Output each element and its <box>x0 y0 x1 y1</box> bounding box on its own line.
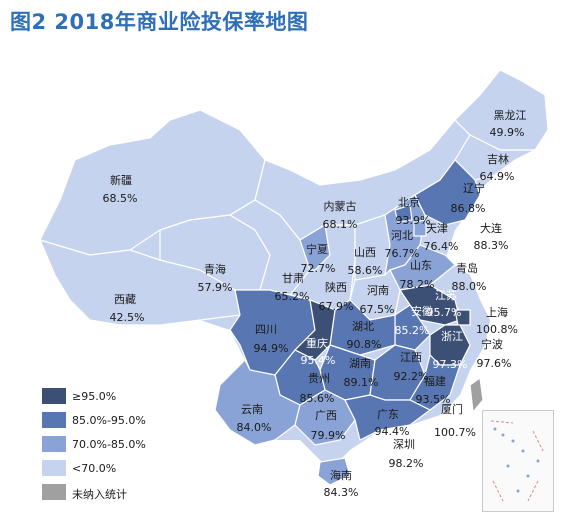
label-hainan-value: 84.3% <box>324 486 359 499</box>
label-sichuan-name: 四川 <box>255 323 277 336</box>
region-yunnan <box>214 358 301 446</box>
label-qinghai-value: 57.9% <box>198 281 233 294</box>
legend-label-3: <70.0% <box>72 462 117 475</box>
legend-swatch-2 <box>42 436 66 452</box>
label-chongqing-value: 95.4% <box>301 354 336 367</box>
label-anhui-value: 85.2% <box>395 324 430 337</box>
label-fujian-value: 93.5% <box>416 393 451 406</box>
label-hebei-name: 河北 <box>391 229 413 242</box>
label-guangxi-value: 79.9% <box>311 429 346 442</box>
label-guizhou-value: 85.6% <box>300 392 335 405</box>
label-jiangsu-value: 95.7% <box>427 306 462 319</box>
legend-swatch-3 <box>42 460 66 476</box>
label-hebei-value: 76.7% <box>385 247 420 260</box>
label-chongqing-name: 重庆 <box>306 336 328 350</box>
label-qingdao-name: 青岛 <box>456 261 478 275</box>
label-henan-value: 67.5% <box>360 303 395 316</box>
label-heilongjiang-value: 49.9% <box>490 126 525 139</box>
label-xizang-value: 42.5% <box>110 311 145 324</box>
region-xizang <box>38 239 241 326</box>
label-hunan-name: 湖南 <box>349 357 371 370</box>
label-zhejiang-value: 97.3% <box>433 358 468 371</box>
legend-swatch-4 <box>42 484 66 500</box>
label-liaoning-value: 86.8% <box>451 202 486 215</box>
region-liaoning <box>414 159 481 226</box>
label-shanxi-value: 58.6% <box>348 264 383 277</box>
label-liaoning-name: 辽宁 <box>463 181 485 195</box>
label-tianjin-name: 天津 <box>426 222 448 235</box>
label-hubei-value: 90.8% <box>347 338 382 351</box>
region-hainan <box>317 457 351 486</box>
label-xiamen-name: 厦门 <box>441 402 463 416</box>
label-guangdong-name: 广东 <box>377 408 399 421</box>
label-tianjin-value: 76.4% <box>424 240 459 253</box>
label-shenzhen-value: 98.2% <box>389 457 424 470</box>
label-shaanxi-name: 陕西 <box>325 280 347 294</box>
label-fujian-name: 福建 <box>424 374 446 388</box>
label-henan-name: 河南 <box>367 284 389 297</box>
label-jilin-value: 64.9% <box>480 170 515 183</box>
label-shandong-value: 78.2% <box>400 278 435 291</box>
label-guangdong-value: 94.4% <box>375 425 410 438</box>
region-labels: 黑龙江 49.9% 吉林 64.9% 辽宁 86.8% 大连 88.3% 新疆 … <box>103 109 527 499</box>
label-ningxia-name: 宁夏 <box>306 242 328 256</box>
region-shanghai <box>454 309 471 326</box>
inset-islands <box>490 420 544 502</box>
label-jiangsu-name: 江苏 <box>435 289 457 302</box>
label-shanghai-name: 上海 <box>486 305 508 319</box>
label-hunan-value: 89.1% <box>344 376 379 389</box>
label-dalian-value: 88.3% <box>474 239 509 252</box>
label-qingdao-value: 88.0% <box>452 280 487 293</box>
label-yunnan-value: 84.0% <box>237 421 272 434</box>
label-shaanxi-value: 67.9% <box>319 300 354 313</box>
label-beijing-name: 北京 <box>398 195 420 209</box>
label-shenzhen-name: 深圳 <box>393 438 415 451</box>
label-shandong-name: 山东 <box>410 259 432 272</box>
label-anhui-name: 安徽 <box>411 304 433 318</box>
label-zhejiang-name: 浙江 <box>441 330 463 343</box>
legend-swatch-1 <box>42 412 66 428</box>
label-gansu-value: 65.2% <box>275 290 310 303</box>
label-jiangxi-value: 92.2% <box>394 370 429 383</box>
label-shanghai-value: 100.8% <box>476 323 518 336</box>
label-xizang-name: 西藏 <box>114 293 136 306</box>
label-ningxia-value: 72.7% <box>301 262 336 275</box>
legend-label-4: 未纳入统计 <box>72 488 127 501</box>
label-jiangxi-name: 江西 <box>400 351 422 364</box>
legend-label-1: 85.0%-95.0% <box>72 414 146 427</box>
label-guangxi-name: 广西 <box>315 409 337 422</box>
label-xiamen-value: 100.7% <box>434 426 476 439</box>
region-guangdong <box>344 394 432 441</box>
region-tianjin <box>413 219 427 237</box>
region-guangxi <box>294 389 356 446</box>
south-china-sea-inset <box>482 410 554 512</box>
legend-label-2: 70.0%-85.0% <box>72 438 146 451</box>
legend-label-0: ≥95.0% <box>72 390 117 403</box>
legend-swatch-0 <box>42 388 66 404</box>
label-sichuan-value: 94.9% <box>254 342 289 355</box>
label-heilongjiang-name: 黑龙江 <box>494 109 527 122</box>
label-jilin-name: 吉林 <box>487 152 509 166</box>
label-yunnan-name: 云南 <box>241 403 263 416</box>
label-shanxi-name: 山西 <box>354 246 376 259</box>
label-guizhou-name: 贵州 <box>308 372 330 385</box>
label-hubei-name: 湖北 <box>352 320 374 333</box>
label-xinjiang-name: 新疆 <box>110 173 132 187</box>
label-xinjiang-value: 68.5% <box>103 192 138 205</box>
map-title: 图2 2018年商业险投保率地图 <box>10 10 309 34</box>
label-qinghai-name: 青海 <box>204 262 226 276</box>
label-hainan-name: 海南 <box>330 468 352 482</box>
region-xinjiang <box>39 109 266 256</box>
region-beijing <box>394 204 413 223</box>
label-beijing-value: 93.9% <box>396 214 431 227</box>
label-dalian-name: 大连 <box>480 221 502 235</box>
label-neimenggu-value: 68.1% <box>323 218 358 231</box>
region-taiwan <box>469 376 484 414</box>
label-ningbo-value: 97.6% <box>477 357 512 370</box>
label-neimenggu-name: 内蒙古 <box>324 199 357 213</box>
label-gansu-name: 甘肃 <box>282 272 304 285</box>
label-ningbo-name: 宁波 <box>481 337 503 351</box>
